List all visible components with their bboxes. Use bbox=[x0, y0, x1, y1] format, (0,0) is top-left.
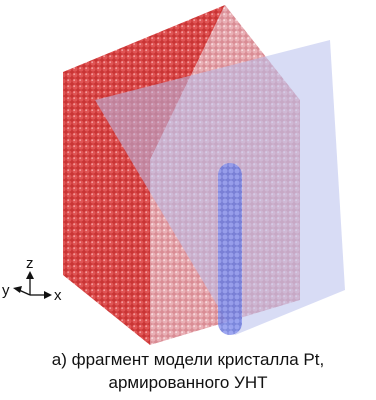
axis-label-z: z bbox=[26, 255, 34, 272]
caption-line: а) фрагмент модели кристалла Pt, bbox=[52, 350, 324, 369]
axis-label-y: y bbox=[2, 282, 10, 299]
nanotube bbox=[218, 163, 242, 335]
page: {"figure": {"axes": {"z": "z", "y": "y",… bbox=[0, 0, 376, 400]
axes-glyph bbox=[13, 271, 52, 299]
caption-line: армированного УНТ bbox=[109, 373, 268, 392]
figure: z y x а) фрагмент модели кристалла Pt, а… bbox=[0, 0, 376, 400]
axis-label-x: x bbox=[54, 287, 62, 304]
